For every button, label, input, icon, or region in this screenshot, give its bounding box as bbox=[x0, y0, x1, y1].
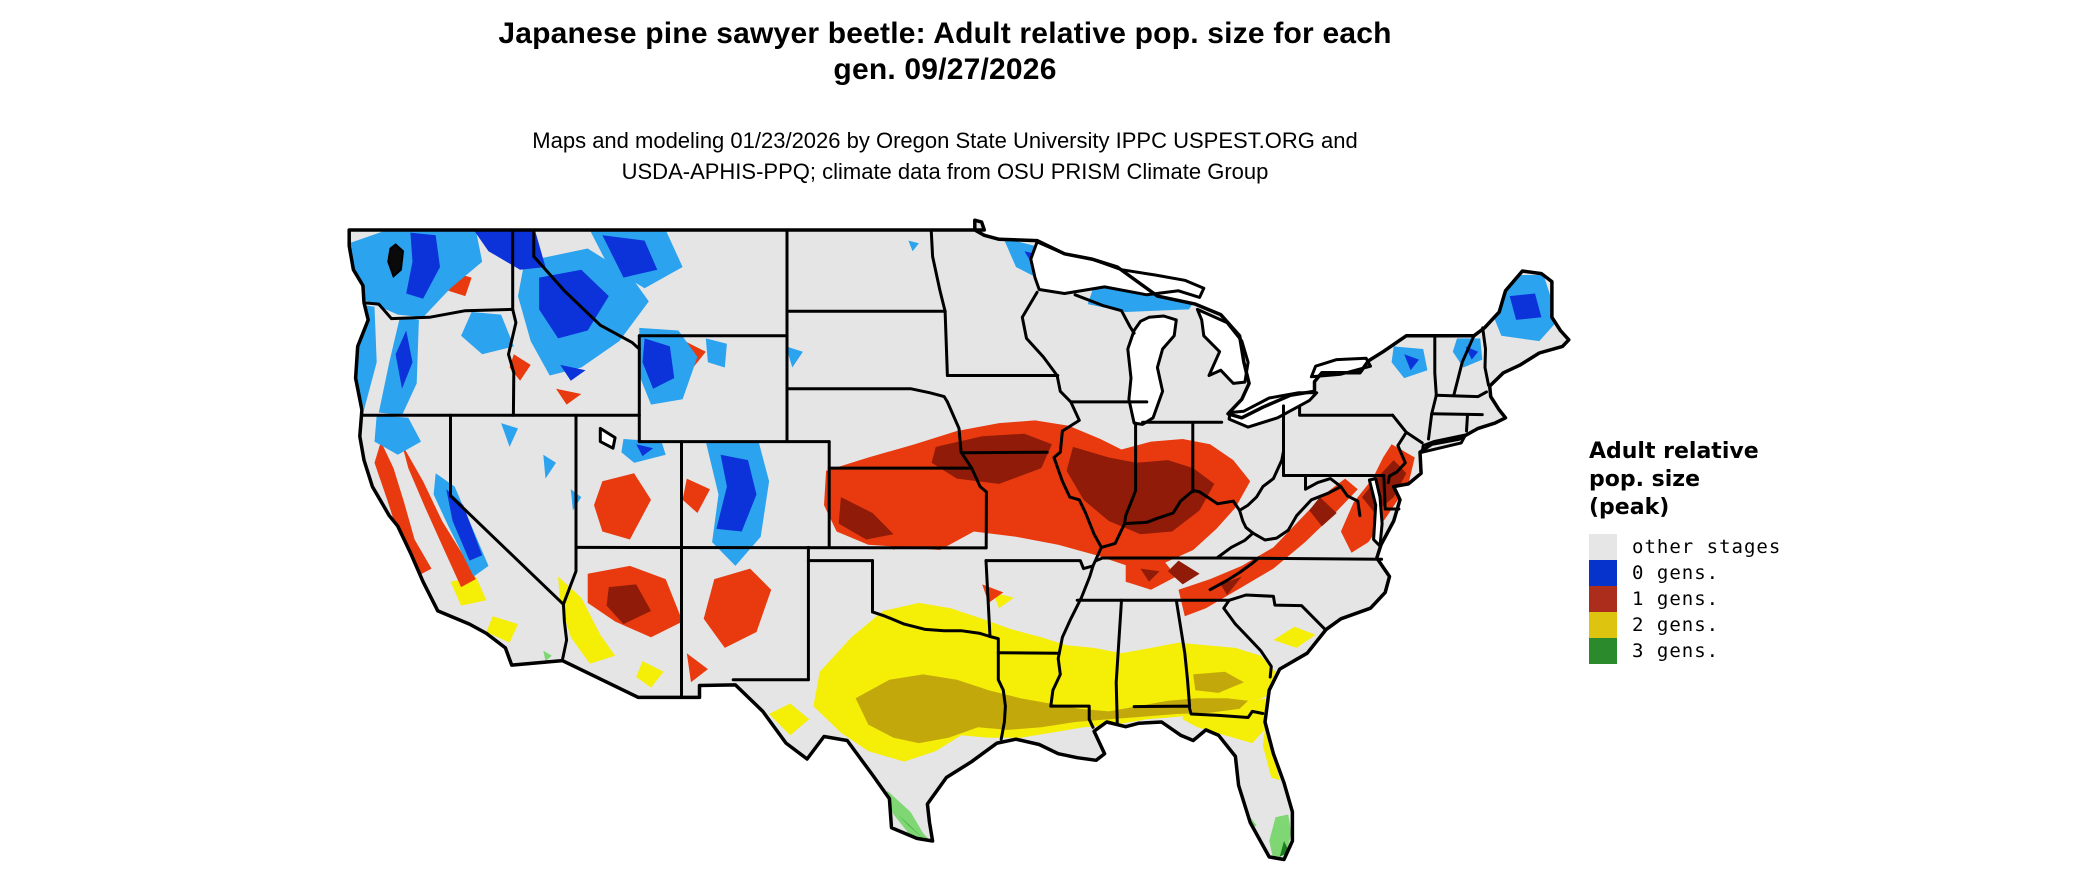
map-region-g2L bbox=[992, 592, 1014, 609]
map-title-line2: gen. 09/27/2026 bbox=[833, 53, 1057, 86]
map-region-g2L bbox=[769, 703, 810, 736]
map-region-g1D bbox=[1066, 446, 1215, 535]
map-subtitle-line1: Maps and modeling 01/23/2026 by Oregon S… bbox=[532, 128, 1358, 153]
legend-swatch bbox=[1589, 586, 1617, 612]
map-region-g0D bbox=[406, 232, 440, 299]
map-region-g2D bbox=[1193, 671, 1244, 693]
map-region-g0D bbox=[560, 364, 586, 381]
legend-item-label: other stages bbox=[1632, 536, 1782, 558]
legend-item-label: 0 gens. bbox=[1632, 562, 1720, 584]
legend-item: 0 gens. bbox=[1589, 560, 1919, 586]
map-region-g2L bbox=[486, 616, 518, 643]
map-region-g0D bbox=[1509, 293, 1542, 320]
map-region-g1L bbox=[374, 441, 432, 577]
map-title: Japanese pine sawyer beetle: Adult relat… bbox=[0, 16, 1890, 88]
map-region-g0D bbox=[636, 444, 654, 457]
map-region-g0L bbox=[1087, 285, 1198, 312]
legend: Adult relative pop. size (peak) other stag… bbox=[1589, 438, 1919, 664]
map-region-g1D bbox=[1309, 497, 1337, 527]
map-region-g0D bbox=[716, 454, 757, 532]
map-region-g1D bbox=[1220, 576, 1242, 595]
map-subtitle-line2: USDA-APHIS-PPQ; climate data from OSU PR… bbox=[621, 159, 1269, 184]
map-region-g1L bbox=[682, 478, 710, 513]
map-region-g3L bbox=[543, 650, 552, 662]
map-region-g2L bbox=[450, 576, 487, 606]
map-region-g2L bbox=[558, 576, 616, 664]
legend-item: other stages bbox=[1589, 534, 1919, 560]
legend-item-label: 1 gens. bbox=[1632, 588, 1720, 610]
map-region-g1D bbox=[1140, 568, 1160, 582]
map-region-g0D bbox=[473, 230, 546, 270]
map-region-g0D bbox=[1404, 354, 1419, 371]
map-region-g1L bbox=[402, 444, 476, 588]
legend-item: 1 gens. bbox=[1589, 586, 1919, 612]
us-outline bbox=[347, 218, 1571, 862]
map-region-g0L bbox=[461, 312, 514, 355]
map-region-g1L bbox=[594, 473, 651, 540]
map-region-g3D bbox=[1257, 870, 1278, 878]
map-region-g1L bbox=[883, 531, 909, 550]
map-region-g0L bbox=[908, 240, 919, 252]
map-region-g2L bbox=[1262, 727, 1280, 781]
legend-item-label: 2 gens. bbox=[1632, 614, 1720, 636]
map-subtitle: Maps and modeling 01/23/2026 by Oregon S… bbox=[0, 125, 1890, 187]
map-region-g0L bbox=[705, 338, 727, 368]
map-region-g3L bbox=[885, 790, 930, 840]
map-region-g0L bbox=[786, 346, 803, 368]
header: Japanese pine sawyer beetle: Adult relat… bbox=[0, 16, 1890, 187]
map-region-g3D bbox=[1279, 841, 1290, 857]
map-region-g3D bbox=[897, 814, 924, 839]
puget-sound bbox=[387, 243, 405, 279]
lake-michigan bbox=[1126, 314, 1178, 426]
map-region-g0L bbox=[543, 454, 556, 479]
legend-swatch bbox=[1589, 534, 1617, 560]
map-region-g0D bbox=[642, 338, 675, 389]
map-region-g1D bbox=[606, 584, 651, 625]
map-region-g0D bbox=[446, 489, 483, 561]
map-region-g1L bbox=[703, 568, 772, 648]
map-region-g0D bbox=[602, 235, 658, 278]
population-regions bbox=[349, 230, 1559, 878]
map-region-g0L bbox=[501, 423, 518, 447]
legend-swatch bbox=[1589, 612, 1617, 638]
map-region-g0D bbox=[539, 269, 609, 339]
map-region-g1D bbox=[1167, 560, 1200, 585]
map-region-g0D bbox=[395, 330, 413, 389]
map-title-line1: Japanese pine sawyer beetle: Adult relat… bbox=[498, 17, 1392, 50]
map-region-g1L bbox=[556, 388, 582, 405]
legend-items: other stages 0 gens. 1 gens. 2 gens. 3 gens. bbox=[1589, 534, 1919, 664]
map-region-g2L bbox=[636, 661, 664, 688]
legend-title-line: pop. size bbox=[1589, 467, 1700, 492]
chesapeake-bay bbox=[1367, 477, 1384, 548]
map-region-g1L bbox=[686, 653, 708, 683]
legend-item: 2 gens. bbox=[1589, 612, 1919, 638]
map-region-g2D bbox=[855, 674, 1249, 744]
map-region-g2L bbox=[1273, 626, 1316, 648]
legend-title-line: (peak) bbox=[1589, 495, 1670, 520]
map-region-g1D bbox=[838, 497, 894, 540]
state-borders bbox=[360, 228, 1491, 741]
legend-item-label: 3 gens. bbox=[1632, 640, 1720, 662]
legend-swatch bbox=[1589, 560, 1617, 586]
great-salt-lake bbox=[598, 426, 617, 450]
map-region-g0L bbox=[374, 415, 421, 455]
legend-item: 3 gens. bbox=[1589, 638, 1919, 664]
legend-swatch bbox=[1589, 638, 1617, 664]
legend-title: Adult relative pop. size (peak) bbox=[1589, 438, 1919, 522]
legend-title-line: Adult relative bbox=[1589, 439, 1759, 464]
